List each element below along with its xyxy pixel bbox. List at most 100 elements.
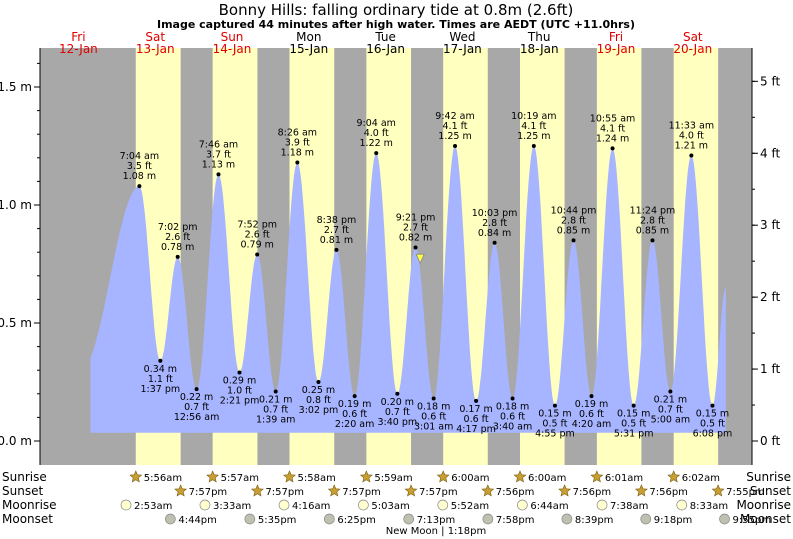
tide-event-metres: 0.79 m [240, 240, 273, 251]
tide-event-point [158, 358, 163, 363]
tide-event-point [453, 144, 458, 148]
tide-event-time: 8:26 am [278, 128, 317, 139]
sunset-icon [250, 484, 264, 497]
tide-event-metres: 0.25 m [302, 385, 335, 396]
left-tick-label: 0.0 m [0, 434, 32, 448]
tide-event-point [334, 247, 339, 252]
row-label-right: Sunset [750, 484, 791, 498]
tide-event-point [510, 396, 515, 401]
moonrise-time: 4:16am [292, 501, 330, 512]
tide-event-feet: 3.9 ft [285, 138, 310, 149]
day-name: Thu [527, 30, 551, 44]
tide-event-feet: 0.6 ft [421, 412, 446, 423]
tide-event-point [689, 153, 694, 158]
tide-event-metres: 0.34 m [144, 364, 177, 375]
sunset-icon [711, 484, 725, 497]
sunrise-icon [436, 470, 450, 483]
tide-event-point [431, 396, 436, 401]
day-date: 17-Jan [443, 42, 482, 56]
sunrise-icon [206, 470, 220, 483]
moon-phase-time: 1:18pm [448, 526, 487, 537]
sunrise-time: 6:00am [451, 473, 489, 484]
sunrise-time: 6:02am [682, 473, 720, 484]
tide-event-metres: 1.25 m [438, 131, 471, 142]
tide-event-feet: 4.1 ft [521, 121, 546, 132]
tide-event-feet: 2.8 ft [561, 215, 586, 226]
moonset-icon [561, 513, 573, 525]
tide-event-feet: 0.6 ft [579, 409, 604, 420]
tide-event-feet: 0.7 ft [263, 404, 288, 415]
tide-event-metres: 0.19 m [575, 399, 608, 410]
sunset-time: 7:55pm [726, 487, 765, 498]
tide-event-feet: 0.6 ft [464, 414, 489, 425]
day-date: 14-Jan [213, 42, 252, 56]
sunset-icon [327, 484, 341, 497]
moonset-icon [244, 513, 256, 525]
moonset-time: 9:18pm [654, 515, 693, 526]
moonrise-icon [676, 499, 688, 511]
tide-event-feet: 0.5 ft [700, 419, 725, 430]
moonrise-icon [516, 499, 528, 511]
day-name: Fri [609, 30, 623, 44]
tide-event-time: 12:56 am [174, 412, 219, 423]
left-tick-label: 0.5 m [0, 316, 32, 330]
tide-event-time: 4:20 am [572, 419, 611, 430]
day-date: 16-Jan [366, 42, 405, 56]
tide-event-metres: 0.82 m [399, 232, 432, 243]
tide-event-feet: 2.8 ft [482, 218, 507, 229]
tide-event-metres: 1.24 m [596, 133, 629, 144]
moonset-icon [719, 513, 730, 525]
day-name: Sun [221, 30, 244, 44]
moonrise-time: 5:03am [371, 501, 409, 512]
tide-event-time: 9:04 am [357, 118, 396, 129]
day-name: Mon [296, 30, 321, 44]
tide-event-metres: 0.21 m [259, 394, 292, 405]
tide-event-feet: 3.7 ft [206, 149, 231, 160]
tide-event-feet: 0.5 ft [621, 419, 646, 430]
tide-event-point [710, 403, 715, 408]
day-name: Sat [683, 30, 703, 44]
day-name: Wed [449, 30, 475, 44]
tide-area [90, 146, 726, 433]
sunrise-time: 6:01am [605, 473, 643, 484]
tide-event-point [237, 370, 242, 375]
moonrise-icon [120, 499, 132, 511]
sunrise-time: 5:59am [374, 473, 412, 484]
sunset-time: 7:57pm [342, 487, 381, 498]
tide-event-point [194, 387, 199, 392]
tide-event-feet: 2.7 ft [403, 222, 428, 233]
tide-event-feet: 0.6 ft [500, 412, 525, 423]
axes: 0.0 m 0.5 m 1.0 m 1.5 m 0 ft 1 ft 2 ft 3 ft 4 ft… [0, 48, 780, 465]
tide-event-metres: 0.17 m [459, 404, 492, 415]
tide-event-time: 10:44 pm [551, 205, 597, 216]
tide-event-feet: 2.8 ft [640, 215, 665, 226]
tide-event-metres: 0.15 m [696, 409, 729, 420]
tide-event-time: 1:37 pm [141, 384, 181, 395]
tide-event-point [316, 380, 321, 384]
sunrise-time: 5:56am [144, 473, 182, 484]
moonset-time: 5:35pm [258, 515, 297, 526]
tide-event-feet: 4.0 ft [364, 128, 389, 139]
tide-event-metres: 0.81 m [320, 235, 353, 246]
tide-event-feet: 0.5 ft [542, 419, 567, 430]
tide-event-point [610, 146, 615, 151]
tide-event-time: 3:40 pm [378, 417, 418, 428]
tide-event-metres: 0.15 m [538, 409, 571, 420]
sunrise-icon [513, 470, 527, 483]
row-label-left: Sunset [2, 484, 43, 498]
sunrise-icon [129, 470, 143, 483]
tide-event-metres: 1.21 m [675, 140, 708, 151]
tide-event-time: 3:01 am [414, 422, 453, 433]
row-label-right: Moonrise [736, 498, 791, 512]
day-date: 15-Jan [289, 42, 328, 56]
tide-event-point [531, 144, 536, 148]
sunrise-time: 5:57am [221, 473, 259, 484]
tide-event-time: 4:55 pm [535, 429, 575, 440]
tide-event-labels: 7:04 am3.5 ft1.08 m 0.34 m1.1 ft1:37 pm 7:… [120, 111, 733, 440]
sunrise-icon [667, 470, 681, 483]
sunset-time: 7:56pm [573, 487, 612, 498]
left-tick-label: 1.5 m [0, 80, 32, 94]
moonset-icon [164, 513, 176, 525]
sunset-icon [404, 484, 418, 497]
tide-event-point [571, 238, 576, 243]
